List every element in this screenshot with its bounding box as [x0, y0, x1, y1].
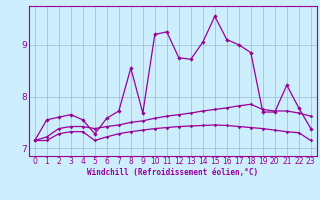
X-axis label: Windchill (Refroidissement éolien,°C): Windchill (Refroidissement éolien,°C) [87, 168, 258, 177]
